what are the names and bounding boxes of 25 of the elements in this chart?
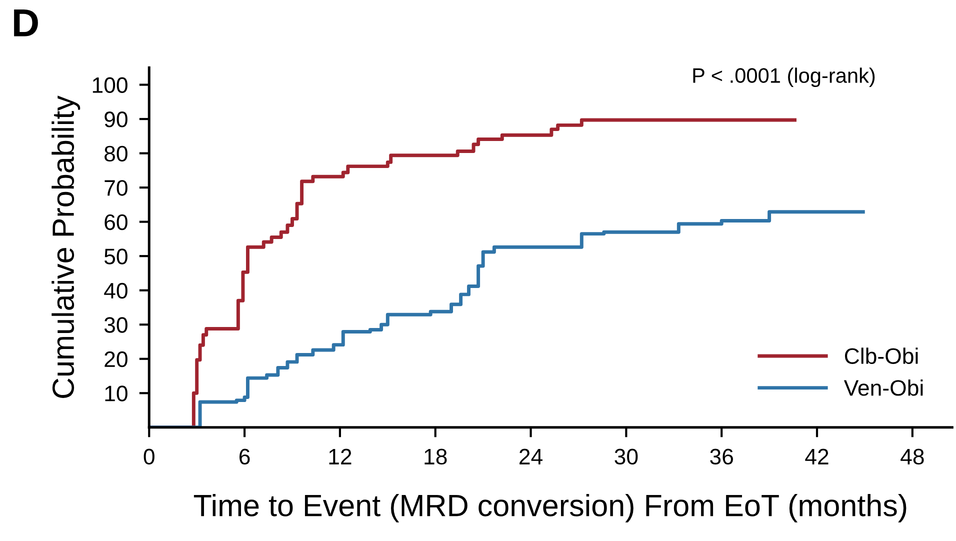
- y-axis-title: Cumulative Probability: [52, 96, 80, 398]
- x-tick-label: 36: [710, 448, 733, 465]
- x-tick-label: 30: [614, 448, 638, 465]
- x-tick-label: 42: [805, 448, 828, 464]
- x-tick-label: 24: [520, 448, 542, 464]
- x-tick-label: 18: [424, 448, 447, 465]
- x-tick-label: 6: [239, 448, 250, 465]
- legend-label: Clb-Obi: [844, 348, 918, 364]
- chart-title: D: [14, 10, 38, 36]
- y-tick-label: 10: [105, 386, 128, 402]
- y-tick-label: 30: [104, 317, 128, 333]
- y-tick-label: 80: [104, 146, 128, 162]
- y-tick-label: 70: [104, 180, 128, 196]
- y-tick-label: 90: [104, 112, 128, 128]
- x-tick-label: 12: [329, 448, 352, 464]
- x-tick-label: 48: [900, 448, 924, 465]
- legend-label: Ven-Obi: [844, 379, 923, 396]
- x-axis-title: Time to Event (MRD conversion) From EoT (months): [194, 494, 906, 522]
- y-tick-label: 100: [92, 77, 128, 94]
- y-tick-label: 20: [104, 351, 128, 368]
- annotation: P < .0001 (log-rank): [693, 68, 875, 88]
- y-tick-label: 60: [104, 214, 128, 230]
- x-tick-label: 0: [144, 448, 154, 465]
- y-tick-label: 50: [104, 248, 128, 264]
- y-tick-label: 40: [104, 282, 128, 299]
